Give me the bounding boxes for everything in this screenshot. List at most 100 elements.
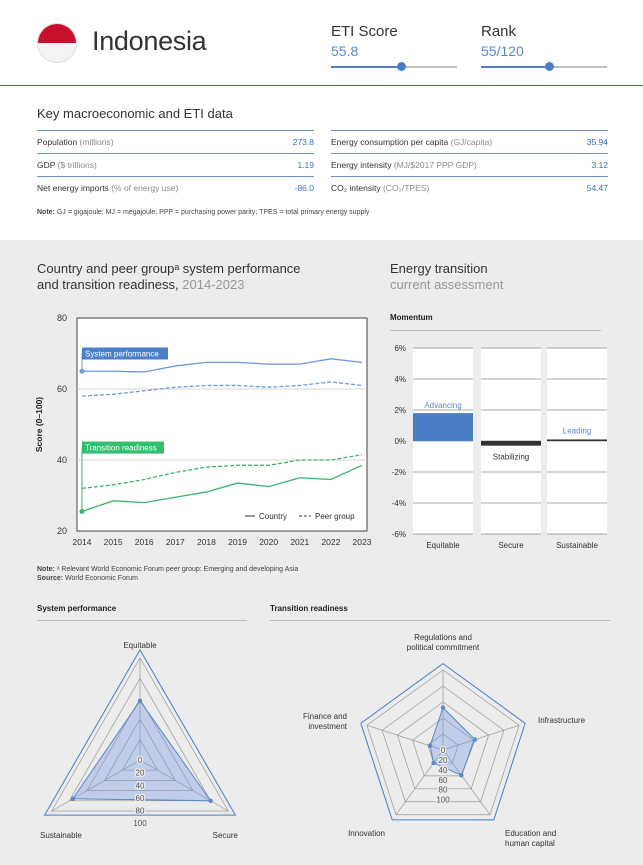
macro-row-energy-intensity: Energy intensity (MJ/$2017 PPP GDP) 3.12 [331,153,608,176]
x-tick-label: 2022 [321,537,340,547]
momentum-y-tick: 2% [394,406,406,415]
y-tick-label: 20 [57,526,67,536]
x-tick-label: 2014 [73,537,92,547]
momentum-rule [390,330,601,331]
country-name: Indonesia [92,26,207,56]
system-performance-radar: 0 20 40 60 80 100 Equitable Secure Sustainable [40,641,239,840]
momentum-y-tick: 4% [394,375,406,384]
radar-ring-label: 80 [439,786,448,795]
radar-ring-20 [427,733,459,764]
momentum-bar-label: Leading [563,426,591,435]
y-axis-label: Score (0–100) [34,397,44,452]
momentum-bar-sustainable [547,439,607,441]
indonesia-flag-icon [37,23,77,63]
radar-data-point [472,737,478,742]
radar-ring-label: 100 [133,819,147,828]
y-tick-label: 80 [57,313,67,323]
macro-note: Note: GJ = gigajoule; MJ = megajoule; PP… [37,209,370,216]
readiness-radar-rule [270,620,610,621]
macro-row-co2-intensity: CO₂ intensity (CO₂/TPES) 54.47 [331,176,608,199]
macro-row-population: Population (millions) 273.8 [37,130,314,153]
radar-data-point [137,698,143,704]
radar-axis-label: Infrastructure [538,716,586,725]
radar-data-point [208,798,213,803]
performance-title: Country and peer groupᵃ system performan… [37,261,301,292]
legend-country-label: Country [259,512,287,521]
momentum-label: Momentum [390,313,433,322]
momentum-y-tick: -4% [392,499,406,508]
x-tick-label: 2021 [290,537,309,547]
radar-outer-frame [360,662,526,821]
radar-axis-label: Regulations and [414,633,472,642]
radar-axis-label: Equitable [123,641,157,650]
rank-value: 55/120 [481,43,524,59]
eti-score-fill [331,66,402,68]
eti-score-marker [397,62,407,71]
radar-spoke [51,759,141,812]
label-anchor-dot [79,368,85,374]
radar-ring-100 [51,657,229,812]
x-tick-label: 2015 [104,537,123,547]
radar-ring-label: 80 [136,807,145,816]
momentum-y-tick: 0% [394,437,406,446]
radar-axis-label: Finance and [303,712,347,721]
transition-title: Energy transition current assessment [390,261,504,292]
radar-axis-label: Sustainable [40,831,82,840]
radar-ring-20 [121,738,159,771]
series-line-2 [81,464,363,513]
x-tick-label: 2020 [259,537,278,547]
radar-data-point [459,773,464,778]
rank-label: Rank [481,23,517,40]
macro-row-gdp: GDP ($ trillions) 1.19 [37,153,314,176]
performance-line-chart: 20 40 60 80 2014 2015 2016 2017 2018 2019 2020 2021… [34,313,372,547]
x-tick-label: 2017 [166,537,185,547]
radar-data-area [71,699,212,802]
radar-axis-label: human capital [505,839,555,848]
country-header: Indonesia ETI Score 55.8 Rank 55/120 [0,0,643,86]
series-label-box [82,347,168,360]
radar-axis-label: Innovation [348,829,385,838]
radar-data-point [70,796,76,801]
radar-data-point [440,705,446,710]
momentum-y-tick: -2% [392,468,406,477]
momentum-category-label: Secure [498,541,524,550]
series-label: System performance [85,350,159,359]
label-anchor-dot [79,508,85,514]
series-label-box [82,441,164,454]
system-radar-rule [37,620,247,621]
series-line-3 [81,454,363,490]
x-tick-label: 2023 [353,537,372,547]
radar-axis-label: Secure [213,831,239,840]
radar-ring-label: 0 [138,756,143,765]
momentum-bar-chart: 6% 4% 2% 0% -2% -4% -6% Advancing Equitable Stabi… [392,344,607,550]
y-tick-label: 60 [57,384,67,394]
radar-axis-label: political commitment [407,643,480,652]
series-line-1 [81,381,363,397]
macro-row-net-imports: Net energy imports (% of energy use) -86… [37,176,314,199]
radar-data-area [429,706,476,776]
radar-ring-label: 0 [441,746,446,755]
transition-readiness-radar-title: Transition readiness [270,604,348,613]
radar-ring-100 [366,669,520,816]
radar-ring-60 [86,698,194,791]
macro-row-energy-consumption: Energy consumption per capita (GJ/capita… [331,130,608,153]
momentum-bar-secure [481,441,541,446]
momentum-bar-equitable [413,413,473,441]
x-tick-label: 2018 [197,537,216,547]
rank-marker [544,62,554,71]
momentum-category-label: Sustainable [556,541,598,550]
system-performance-radar-title: System performance [37,604,117,613]
radar-ring-label: 20 [439,756,448,765]
y-tick-label: 40 [57,455,67,465]
radar-ring-label: 100 [436,796,450,805]
performance-source: Source: World Economic Forum [37,575,139,582]
eti-score-value: 55.8 [331,43,359,59]
radar-data-point [431,760,436,766]
radar-data-point [427,743,433,748]
series-label: Transition readiness [85,444,157,453]
radar-ring-80 [68,677,212,802]
radar-ring-40 [104,718,176,781]
macro-section-title: Key macroeconomic and ETI data [37,106,233,121]
radar-spoke [442,724,520,751]
